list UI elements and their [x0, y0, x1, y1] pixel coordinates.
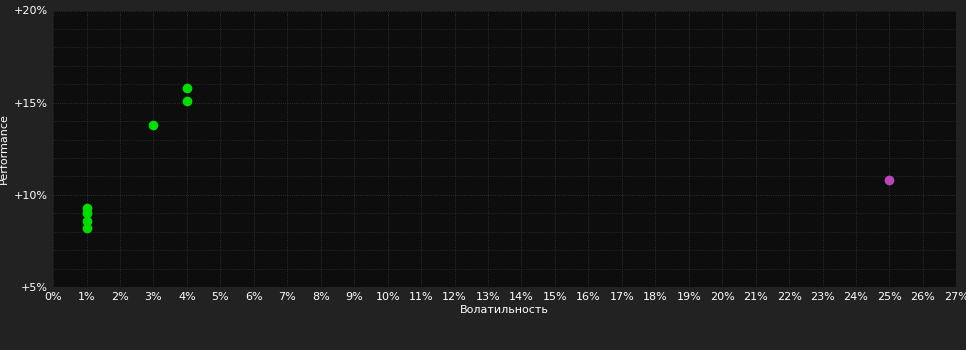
Y-axis label: Performance: Performance [0, 113, 9, 184]
Point [882, 177, 897, 183]
Point [180, 98, 195, 104]
Point [146, 122, 161, 128]
Point [79, 225, 95, 231]
Point [79, 218, 95, 223]
Point [79, 205, 95, 211]
Point [79, 210, 95, 216]
Point [180, 85, 195, 91]
X-axis label: Волатильность: Волатильность [460, 304, 550, 315]
